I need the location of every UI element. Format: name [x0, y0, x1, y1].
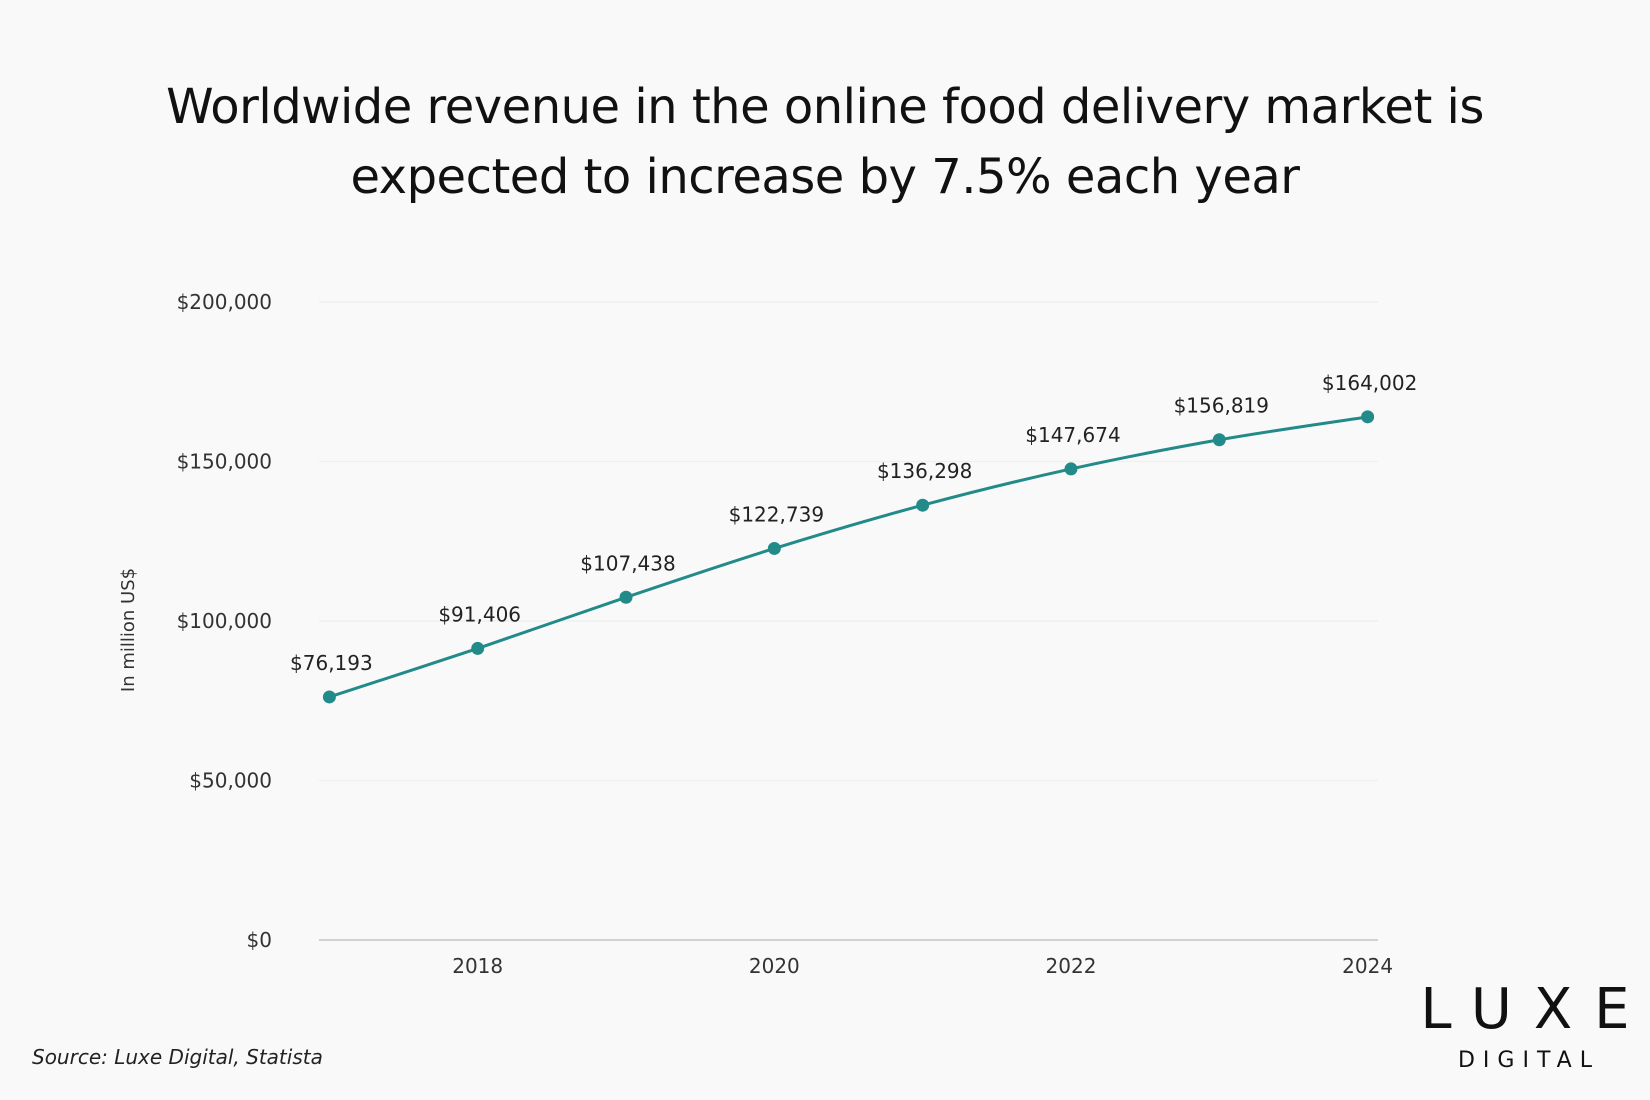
chart-title-line-2: expected to increase by 7.5% each year: [350, 149, 1300, 205]
y-tick-label: $200,000: [177, 290, 272, 314]
x-tick-label: 2018: [452, 954, 503, 978]
y-tick-label: $50,000: [189, 769, 272, 793]
data-label: $147,674: [1025, 423, 1120, 447]
data-point[interactable]: [619, 590, 633, 604]
data-label: $91,406: [438, 602, 521, 626]
gridlines: [319, 301, 1378, 782]
data-point[interactable]: [1064, 462, 1078, 476]
data-point[interactable]: [1212, 433, 1226, 447]
data-point[interactable]: [767, 541, 781, 555]
logo-main-text: LUXE: [1420, 977, 1650, 1042]
y-axis-label: In million US$: [118, 568, 139, 692]
data-point[interactable]: [916, 498, 930, 512]
data-label: $136,298: [877, 459, 972, 483]
logo-sub-text: DIGITAL: [1457, 1048, 1600, 1073]
chart-title: Worldwide revenue in the online food del…: [0, 72, 1650, 212]
data-label: $156,819: [1174, 394, 1269, 418]
series-revenue: $76,193 $91,406 $107,438 $122,739 $136,298 $1…: [290, 371, 1417, 704]
series-line: [328, 415, 1368, 699]
source-note: Source: Luxe Digital, Statista: [32, 1045, 323, 1069]
data-point[interactable]: [471, 641, 485, 655]
data-label: $122,739: [729, 502, 824, 526]
data-label: $164,002: [1322, 371, 1417, 395]
y-tick-label: $100,000: [177, 609, 272, 633]
x-axis-ticks: 2018 2020 2022 2024: [452, 954, 1393, 978]
y-tick-label: $150,000: [177, 450, 272, 474]
data-label: $76,193: [290, 651, 373, 675]
y-tick-label: $0: [247, 928, 272, 952]
chart-title-line-1: Worldwide revenue in the online food del…: [166, 79, 1484, 135]
x-tick-label: 2020: [749, 954, 800, 978]
data-label: $107,438: [580, 551, 675, 575]
data-point[interactable]: [1361, 410, 1375, 424]
data-point[interactable]: [322, 690, 336, 704]
x-tick-label: 2024: [1342, 954, 1393, 978]
y-axis-ticks: $0 $50,000 $100,000 $150,000 $200,000: [177, 290, 272, 952]
luxe-digital-logo: LUXE DIGITAL: [1415, 982, 1635, 1074]
x-tick-label: 2022: [1046, 954, 1097, 978]
